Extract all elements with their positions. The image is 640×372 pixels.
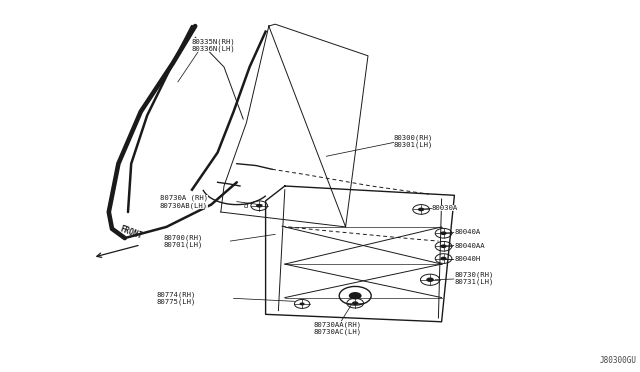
Text: FRONT: FRONT — [119, 225, 143, 241]
Text: 80030A: 80030A — [432, 205, 458, 211]
Circle shape — [300, 302, 305, 305]
Text: 80774(RH)
80775(LH): 80774(RH) 80775(LH) — [157, 291, 196, 305]
Text: 80730AA(RH)
80730AC(LH): 80730AA(RH) 80730AC(LH) — [314, 321, 362, 335]
Text: 80040AA: 80040AA — [454, 243, 485, 248]
Circle shape — [256, 204, 262, 208]
Text: 80040H: 80040H — [454, 256, 481, 262]
Circle shape — [418, 208, 424, 211]
Text: 80730(RH)
80731(LH): 80730(RH) 80731(LH) — [454, 271, 494, 285]
Circle shape — [352, 301, 358, 305]
Text: 80300(RH)
80301(LH): 80300(RH) 80301(LH) — [394, 134, 433, 148]
Circle shape — [349, 292, 362, 299]
Text: 80700(RH)
80701(LH): 80700(RH) 80701(LH) — [163, 234, 203, 248]
Circle shape — [440, 231, 447, 235]
Text: 80040A: 80040A — [454, 230, 481, 235]
Text: J80300GU: J80300GU — [600, 356, 637, 365]
Text: d: d — [244, 203, 249, 209]
Text: 80730A (RH)
80730AB(LH): 80730A (RH) 80730AB(LH) — [160, 195, 208, 209]
Text: 80335N(RH)
80336N(LH): 80335N(RH) 80336N(LH) — [192, 38, 236, 52]
Circle shape — [440, 244, 447, 248]
Circle shape — [440, 257, 447, 260]
Circle shape — [426, 278, 434, 282]
